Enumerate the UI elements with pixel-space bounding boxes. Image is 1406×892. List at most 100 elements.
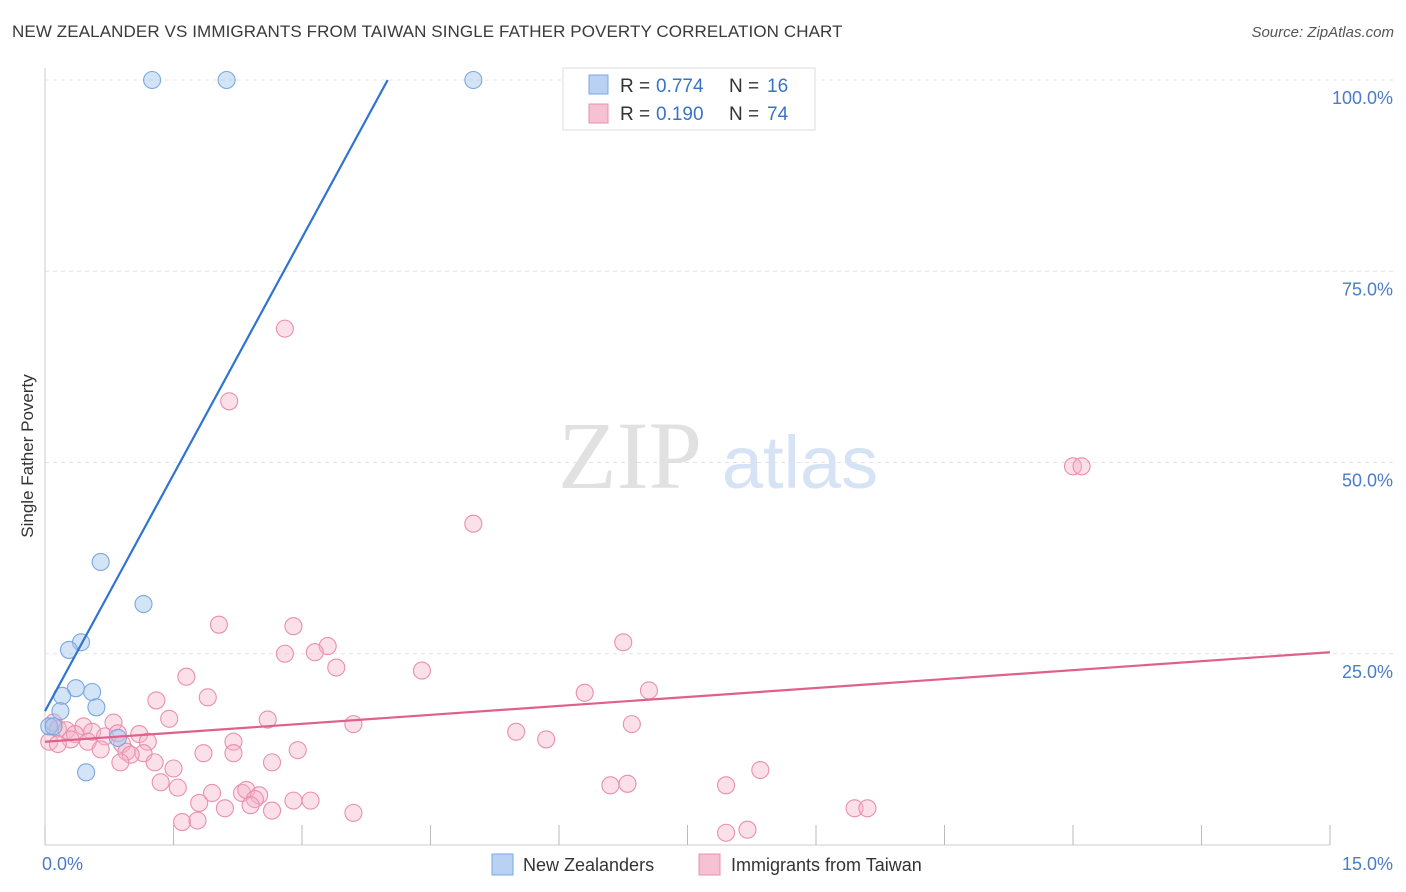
point-immigrants-taiwan [203,783,222,803]
point-immigrants-taiwan [614,633,633,652]
point-immigrants-taiwan [537,730,556,749]
point-immigrants-taiwan [858,799,877,818]
legend-bottom-label-new-zealanders: New Zealanders [523,855,654,875]
point-immigrants-taiwan [639,681,659,700]
legend-bottom-label-immigrants-taiwan: Immigrants from Taiwan [731,855,922,875]
point-immigrants-taiwan [188,811,207,830]
point-immigrants-taiwan [258,710,277,729]
legend-swatch-immigrants-taiwan [588,103,609,124]
point-immigrants-taiwan [618,774,637,793]
point-immigrants-taiwan [845,799,864,818]
point-immigrants-taiwan [751,760,770,780]
point-immigrants-taiwan [164,759,183,778]
zipatlas-watermark: ZIP atlas [558,402,878,509]
legend-r-label-2: R = [620,104,650,125]
point-immigrants-taiwan [305,643,324,662]
point-immigrants-taiwan [575,683,594,702]
point-immigrants-taiwan [301,791,320,810]
point-immigrants-taiwan [198,688,217,707]
point-immigrants-taiwan [275,644,294,663]
x-tick-label: 15.0% [1342,854,1393,874]
point-immigrants-taiwan [91,740,110,759]
point-new-zealanders [77,763,96,782]
legend-swatch-new-zealanders [588,74,609,95]
chart-title: NEW ZEALANDER VS IMMIGRANTS FROM TAIWAN … [12,22,843,41]
y-axis-label: Single Father Poverty [18,374,37,538]
point-immigrants-taiwan [168,778,187,797]
point-immigrants-taiwan [138,732,157,751]
point-immigrants-taiwan [190,793,209,812]
legend-n-value-1: 16 [767,76,788,97]
point-immigrants-taiwan [177,667,196,686]
point-immigrants-taiwan [601,776,620,795]
point-immigrants-taiwan [622,715,641,734]
point-new-zealanders [44,717,63,736]
point-immigrants-taiwan [464,514,483,533]
watermark-atlas: atlas [722,421,878,504]
correlation-legend: R = 0.774 N = 16 R = 0.190 N = 74 [562,67,816,131]
axes [44,68,1331,846]
point-immigrants-taiwan [275,319,294,338]
point-immigrants-taiwan [344,803,363,822]
point-immigrants-taiwan [48,734,67,754]
y-tick-label: 25.0% [1342,662,1393,682]
y-tick-label: 75.0% [1342,279,1393,299]
point-immigrants-taiwan [344,715,363,734]
point-immigrants-taiwan [111,753,130,772]
legend-r-label-1: R = [620,76,650,97]
grid-lines [45,79,1395,655]
data-points [40,70,1091,842]
point-immigrants-taiwan [160,709,179,728]
point-immigrants-taiwan [262,753,282,772]
point-immigrants-taiwan [507,722,526,741]
point-immigrants-taiwan [121,745,140,764]
point-immigrants-taiwan [241,796,260,815]
trend-line-new-zealanders [44,79,389,712]
point-immigrants-taiwan [1072,457,1091,476]
legend-bottom-swatch-new-zealanders [491,853,514,876]
point-immigrants-taiwan [145,753,164,772]
point-new-zealanders [143,70,162,90]
point-immigrants-taiwan [412,661,431,680]
watermark-zip: ZIP [558,402,702,509]
y-tick-label: 100.0% [1332,88,1393,108]
legend-n-label-2: N = [729,104,759,125]
point-immigrants-taiwan [716,776,736,795]
point-new-zealanders [217,70,236,90]
legend-n-value-2: 74 [767,104,789,125]
point-immigrants-taiwan [220,392,239,411]
trend-line-immigrants-taiwan [44,651,1331,743]
y-tick-label: 50.0% [1342,471,1393,491]
point-new-zealanders [40,717,59,736]
point-immigrants-taiwan [738,820,757,839]
point-new-zealanders [87,698,106,717]
point-immigrants-taiwan [151,773,170,792]
point-immigrants-taiwan [288,741,307,760]
point-immigrants-taiwan [284,791,303,810]
point-new-zealanders [83,682,102,702]
point-immigrants-taiwan [327,658,346,677]
point-new-zealanders [51,702,70,721]
point-new-zealanders [134,594,153,614]
legend-bottom-swatch-immigrants-taiwan [698,853,721,876]
legend-n-label-1: N = [729,76,759,97]
point-new-zealanders [91,552,110,572]
trend-lines [44,79,1331,743]
point-immigrants-taiwan [147,691,166,710]
point-immigrants-taiwan [209,615,228,634]
x-tick-label: 0.0% [42,854,83,874]
legend-r-value-2: 0.190 [656,104,704,125]
point-immigrants-taiwan [224,744,243,763]
point-immigrants-taiwan [716,823,736,842]
point-new-zealanders [464,70,483,90]
series-legend: New Zealanders Immigrants from Taiwan [491,853,922,876]
point-immigrants-taiwan [194,744,213,763]
point-immigrants-taiwan [173,812,192,832]
source-label: Source: ZipAtlas.com [1251,24,1394,41]
point-immigrants-taiwan [262,801,282,820]
point-immigrants-taiwan [215,799,234,818]
legend-r-value-1: 0.774 [656,76,704,97]
y-tick-labels: 25.0% 50.0% 75.0% 100.0% [1332,88,1393,682]
point-immigrants-taiwan [284,617,303,636]
